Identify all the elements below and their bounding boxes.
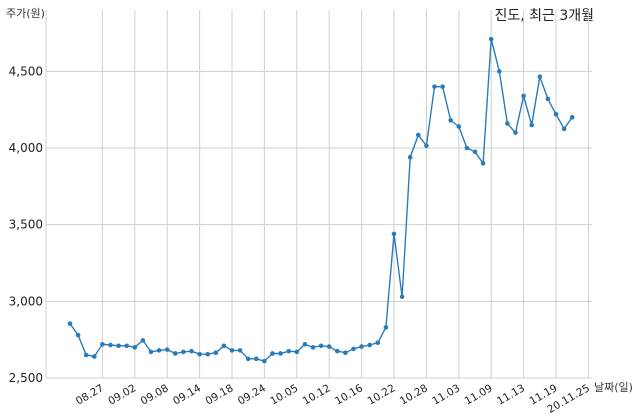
data-point — [221, 343, 227, 349]
x-tick-label: 10.05 — [268, 382, 300, 407]
x-tick-label: 08.27 — [74, 382, 106, 407]
x-tick-label: 09.02 — [106, 382, 138, 407]
data-point — [335, 348, 340, 354]
y-tick-label: 4,500 — [9, 64, 43, 78]
data-point — [488, 36, 494, 42]
data-point — [351, 346, 356, 352]
data-point — [245, 356, 251, 362]
data-point — [262, 358, 267, 364]
data-point — [108, 342, 113, 348]
data-point — [513, 130, 518, 135]
y-tick-label: 3,500 — [9, 218, 43, 232]
data-point — [440, 84, 445, 89]
data-point — [132, 345, 138, 350]
data-point — [464, 145, 470, 151]
data-point — [173, 351, 178, 356]
data-point — [205, 351, 210, 357]
data-point — [253, 356, 259, 362]
data-point — [100, 341, 105, 347]
data-point — [375, 340, 381, 346]
data-point — [497, 69, 502, 74]
x-tick-label: 11.03 — [430, 382, 462, 407]
data-point — [75, 332, 81, 338]
data-point — [505, 121, 510, 126]
y-tick-label: 3,000 — [9, 294, 43, 308]
data-point — [383, 325, 389, 330]
data-point — [181, 349, 186, 355]
series-line — [69, 38, 573, 362]
data-point — [367, 342, 373, 348]
data-point — [83, 352, 89, 358]
x-axis-label: 날짜(일) — [594, 381, 633, 394]
data-point — [197, 351, 202, 357]
data-point — [359, 344, 364, 349]
data-point — [448, 118, 454, 123]
data-point — [407, 154, 413, 160]
data-point — [156, 348, 162, 353]
x-tick-label: 11.09 — [463, 382, 495, 407]
data-point — [213, 350, 219, 356]
data-point — [318, 343, 324, 349]
x-tick-label: 10.28 — [398, 382, 430, 407]
data-point — [472, 149, 478, 155]
y-tick-label: 2,500 — [9, 371, 43, 385]
x-tick-label: 10.22 — [365, 382, 397, 407]
data-point — [67, 321, 73, 326]
data-point — [326, 344, 332, 349]
data-point — [140, 338, 146, 343]
data-point — [343, 350, 348, 356]
data-point — [553, 111, 559, 117]
data-point — [545, 96, 551, 102]
data-point — [294, 349, 300, 355]
data-point — [399, 294, 405, 300]
data-point — [92, 354, 97, 359]
data-point — [229, 348, 235, 353]
x-tick-label: 09.24 — [236, 382, 268, 408]
x-tick-label: 09.08 — [139, 382, 171, 407]
data-point — [391, 231, 397, 237]
data-point — [237, 348, 243, 353]
data-point — [278, 351, 283, 356]
data-point — [569, 115, 575, 120]
data-point — [310, 345, 316, 350]
chart-title: 진도, 최근 3개월 — [494, 8, 594, 24]
data-point — [286, 348, 292, 354]
y-tick-label: 4,000 — [9, 141, 43, 155]
data-point — [456, 124, 462, 129]
x-tick-label: 10.12 — [301, 382, 333, 407]
x-tick-label: 09.14 — [171, 382, 203, 408]
x-tick-label: 11.13 — [495, 382, 527, 407]
data-point — [189, 348, 194, 354]
data-point — [529, 122, 534, 128]
x-tick-label: 10.16 — [333, 382, 365, 408]
data-point — [561, 126, 567, 132]
data-point — [432, 84, 437, 89]
x-tick-label: 09.18 — [203, 382, 235, 407]
data-point — [164, 347, 170, 352]
data-point — [480, 161, 486, 166]
data-point — [270, 351, 275, 356]
data-point — [424, 143, 429, 148]
data-point — [116, 343, 121, 349]
data-point — [124, 343, 129, 349]
data-point — [537, 74, 543, 79]
data-point — [302, 341, 308, 347]
data-point — [148, 349, 154, 355]
data-point — [521, 93, 526, 99]
y-axis-label: 주가(원) — [6, 7, 45, 20]
data-point — [416, 132, 421, 138]
